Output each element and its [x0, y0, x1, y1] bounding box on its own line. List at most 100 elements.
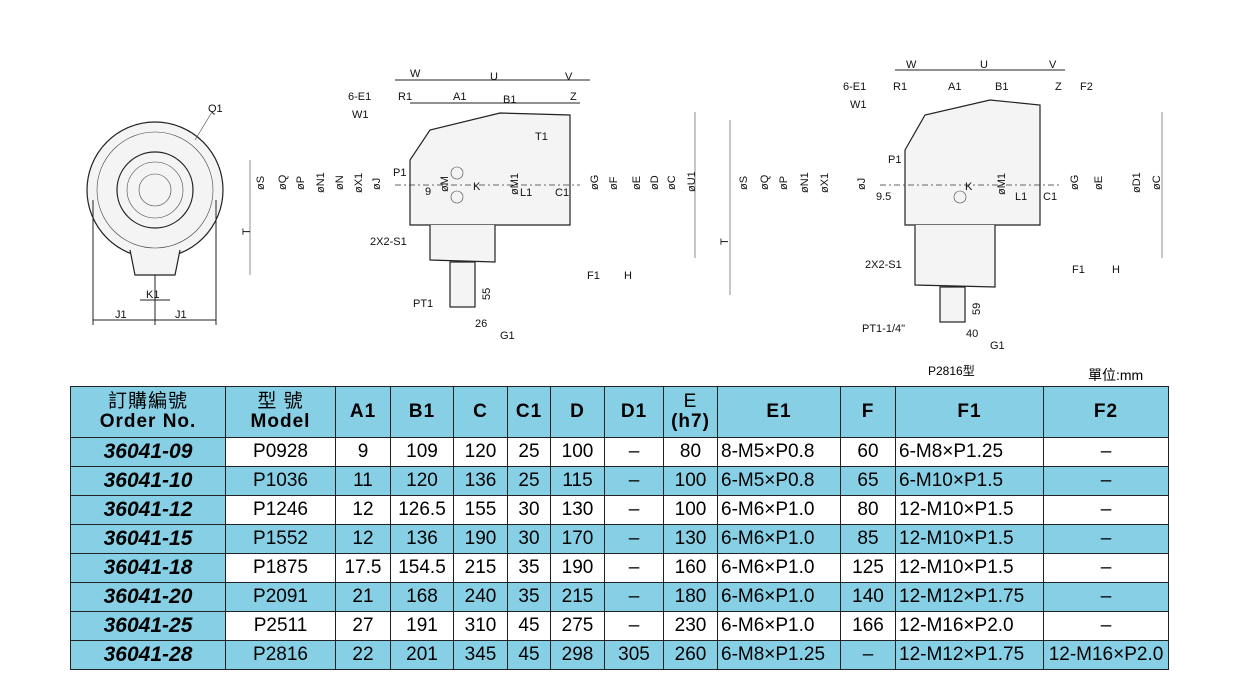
- table-cell: 12: [335, 524, 391, 554]
- header-en: E1: [766, 401, 792, 422]
- header-en: F1: [957, 401, 982, 422]
- label-k1: K1: [146, 289, 159, 301]
- table-cell: P0928: [225, 437, 336, 467]
- table-cell: 45: [507, 611, 551, 641]
- label: V: [1049, 59, 1057, 71]
- label: H: [1112, 264, 1120, 276]
- label: T: [241, 228, 253, 235]
- table-cell: P1246: [225, 495, 336, 525]
- label: øF: [608, 176, 620, 190]
- table-cell: 136: [390, 524, 454, 554]
- table-cell: 30: [507, 524, 551, 554]
- table-cell: 30: [507, 495, 551, 525]
- label: F1: [1072, 264, 1085, 276]
- table-cell: 154.5: [390, 553, 454, 583]
- table-cell: P2816: [225, 640, 336, 670]
- header-en: F2: [1093, 401, 1119, 422]
- label: øQ: [759, 174, 771, 190]
- label: 9.5: [876, 191, 891, 203]
- table-cell: 6-M6×P1.0: [717, 495, 841, 525]
- table-cell: 12-M10×P1.5: [895, 524, 1044, 554]
- table-cell: 298: [550, 640, 605, 670]
- table-cell: 168: [390, 582, 454, 612]
- label: 2X2-S1: [865, 259, 902, 271]
- column-header: F: [840, 386, 896, 438]
- table-cell: 100: [663, 466, 718, 496]
- column-header: B1: [390, 386, 454, 438]
- table-cell: 190: [550, 553, 605, 583]
- label: G1: [990, 340, 1005, 352]
- table-cell: 120: [453, 437, 508, 467]
- table-cell: 230: [663, 611, 718, 641]
- column-header: A1: [335, 386, 391, 438]
- table-cell: 17.5: [335, 553, 391, 583]
- spec-table: 訂購編號 Order No. 型 號 Model A1 B1 C C1 D D1 E (h7) E1 F F…: [70, 386, 1169, 670]
- table-cell: 6-M6×P1.0: [717, 582, 841, 612]
- table-cell: 155: [453, 495, 508, 525]
- order-number-cell: 36041-09: [70, 437, 226, 467]
- label: 59: [971, 303, 983, 315]
- front-view-drawing: Q1 K1 J1 J1: [86, 103, 224, 325]
- label: PT1: [413, 298, 433, 310]
- order-number-cell: 36041-18: [70, 553, 226, 583]
- table-cell: P2511: [225, 611, 336, 641]
- label: H: [624, 270, 632, 282]
- column-header: C: [453, 386, 508, 438]
- order-number-cell: 36041-20: [70, 582, 226, 612]
- table-row: 36041-28 P2816 22 201 345 45 298 305 260 6-M8×P1.…: [70, 640, 1169, 670]
- column-header: 型 號 Model: [225, 386, 336, 438]
- drawing-caption: P2816型: [928, 364, 975, 378]
- label: øJ: [856, 178, 868, 190]
- header-zh: 訂購編號: [107, 391, 188, 412]
- header-zh: E: [683, 391, 698, 412]
- label: L1: [1015, 191, 1027, 203]
- table-cell: 201: [390, 640, 454, 670]
- header-en: D1: [620, 401, 648, 422]
- table-row: 36041-10 P1036 11 120 136 25 115–100 6-M5×P0.8 6…: [70, 466, 1169, 496]
- column-header: C1: [507, 386, 551, 438]
- label: L1: [520, 187, 532, 199]
- label: 9: [425, 186, 431, 198]
- table-cell: 12-M16×P2.0: [1043, 640, 1169, 670]
- table-cell: 136: [453, 466, 508, 496]
- table-cell: 191: [390, 611, 454, 641]
- order-number-cell: 36041-15: [70, 524, 226, 554]
- table-cell: 6-M8×P1.25: [895, 437, 1044, 467]
- label: A1: [453, 91, 466, 103]
- label: øC: [1151, 175, 1163, 190]
- table-cell: –: [604, 611, 664, 641]
- label: F1: [587, 270, 600, 282]
- label: P1: [393, 167, 406, 179]
- label: 40: [966, 328, 978, 340]
- column-header: E1: [717, 386, 841, 438]
- order-number-cell: 36041-10: [70, 466, 226, 496]
- table-cell: 130: [663, 524, 718, 554]
- label: U: [980, 59, 988, 71]
- table-cell: 310: [453, 611, 508, 641]
- label: øG: [589, 175, 601, 190]
- table-cell: 25: [507, 437, 551, 467]
- label: G1: [500, 330, 515, 342]
- table-cell: –: [604, 553, 664, 583]
- label: 26: [475, 318, 487, 330]
- table-cell: 80: [840, 495, 896, 525]
- label: B1: [995, 81, 1008, 93]
- label: øE: [631, 176, 643, 190]
- table-cell: 45: [507, 640, 551, 670]
- label: øN1: [315, 172, 327, 193]
- unit-label: 單位:mm: [1088, 367, 1144, 383]
- table-cell: –: [604, 437, 664, 467]
- table-cell: 120: [390, 466, 454, 496]
- label: V: [565, 71, 573, 83]
- table-cell: 166: [840, 611, 896, 641]
- column-header: E (h7): [663, 386, 718, 438]
- table-cell: 6-M5×P0.8: [717, 466, 841, 496]
- label: øM1: [509, 173, 521, 195]
- label: W: [906, 59, 917, 71]
- table-cell: 35: [507, 582, 551, 612]
- table-cell: 100: [663, 495, 718, 525]
- label: T: [719, 238, 731, 245]
- label: U: [490, 71, 498, 83]
- label: W: [410, 68, 421, 80]
- label: W1: [352, 109, 369, 121]
